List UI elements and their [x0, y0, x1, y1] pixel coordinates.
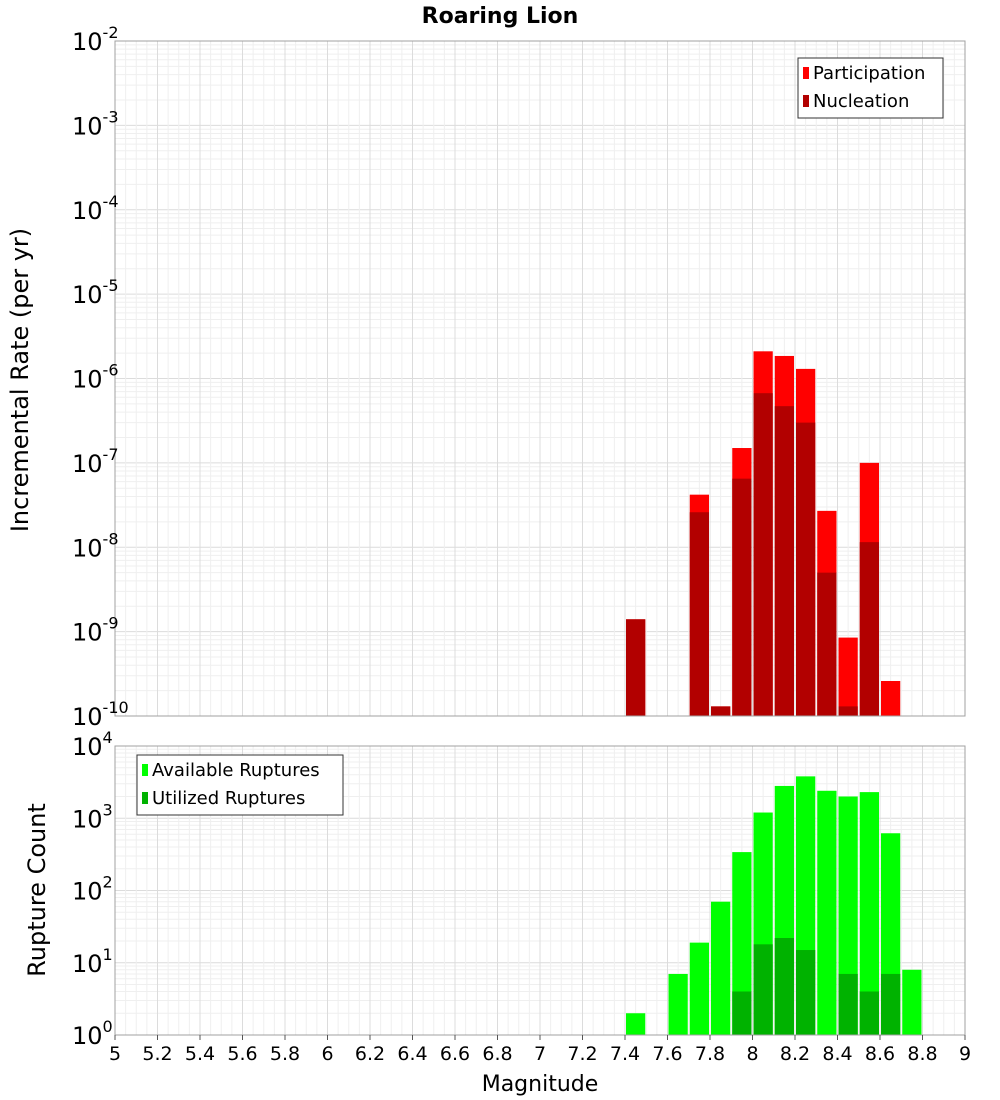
- bar-nucleation: [732, 478, 752, 716]
- y-tick-label: 10-5: [72, 276, 119, 309]
- x-tick-label: 8.2: [780, 1043, 810, 1065]
- y-tick-label: 10-10: [72, 698, 129, 731]
- x-tick-label: 8.6: [865, 1043, 895, 1065]
- y-tick-label: 100: [72, 1017, 113, 1050]
- x-tick-label: 6.4: [397, 1043, 427, 1065]
- x-tick-label: 7: [534, 1043, 546, 1065]
- x-tick-label: 5: [109, 1043, 121, 1065]
- x-tick-label: 8: [746, 1043, 758, 1065]
- legend-label: Utilized Ruptures: [152, 788, 305, 809]
- x-tick-label: 8.8: [907, 1043, 937, 1065]
- chart-title: Roaring Lion: [422, 4, 579, 29]
- plot-border: [114, 40, 966, 717]
- bar-available-ruptures: [859, 792, 879, 1035]
- y-tick-label: 10-3: [72, 107, 119, 140]
- y-tick-label: 10-9: [72, 614, 119, 647]
- bar-utilized-ruptures: [753, 944, 773, 1035]
- bar-utilized-ruptures: [796, 950, 816, 1035]
- y-tick-label: 10-7: [72, 445, 119, 478]
- bar-nucleation: [838, 706, 858, 716]
- x-tick-label: 7.8: [695, 1043, 725, 1065]
- x-tick-label: 6.8: [482, 1043, 512, 1065]
- bar-available-ruptures: [732, 852, 752, 1035]
- x-tick-label: 7.6: [652, 1043, 682, 1065]
- bar-available-ruptures: [902, 969, 922, 1035]
- x-tick-label: 5.4: [185, 1043, 215, 1065]
- x-tick-label: 5.2: [142, 1043, 172, 1065]
- legend-swatch: [803, 67, 809, 79]
- legend-label: Available Ruptures: [152, 760, 320, 781]
- top-panel-incremental-rate: 10-10 10-9 10-8 10-7 10-6 10-5 10-4 10-3 10-2 Par…: [72, 23, 966, 731]
- y-tick-label: 10-2: [72, 23, 119, 56]
- y-tick-label: 10-4: [72, 192, 119, 225]
- bar-nucleation: [859, 542, 879, 716]
- x-tick-label: 9: [959, 1043, 971, 1065]
- bar-utilized-ruptures: [732, 991, 752, 1035]
- bar-nucleation: [689, 512, 709, 716]
- bar-participation: [881, 680, 901, 716]
- bar-nucleation: [817, 572, 837, 716]
- bottom-panel-rupture-count: 100 101 102 103 104 5 5.2 5.4 5.6 5.8 6 6.2 6.4 6.6 6.…: [72, 728, 971, 1065]
- legend-label: Participation: [813, 63, 925, 84]
- y-tick-label: 102: [72, 873, 113, 906]
- top-y-axis-label: Incremental Rate (per yr): [6, 228, 34, 532]
- bar-nucleation: [753, 393, 773, 716]
- bar-nucleation: [711, 706, 731, 716]
- bar-utilized-ruptures: [859, 991, 879, 1035]
- x-tick-label: 6.2: [355, 1043, 385, 1065]
- bar-nucleation: [774, 406, 794, 716]
- bar-utilized-ruptures: [774, 938, 794, 1035]
- legend-swatch: [142, 792, 148, 804]
- y-tick-label: 101: [72, 945, 113, 978]
- legend: Participation Nucleation: [797, 57, 944, 119]
- x-tick-label: 5.8: [270, 1043, 300, 1065]
- bar-available-ruptures: [689, 942, 709, 1035]
- bar-utilized-ruptures: [838, 973, 858, 1035]
- y-tick-label: 103: [72, 800, 113, 833]
- bar-utilized-ruptures: [881, 973, 901, 1035]
- y-tick-label: 10-8: [72, 529, 119, 562]
- legend: Available Ruptures Utilized Ruptures: [136, 754, 344, 816]
- bar-available-ruptures: [817, 790, 837, 1035]
- legend-label: Nucleation: [813, 91, 909, 112]
- y-tick-label: 104: [72, 728, 113, 761]
- legend-swatch: [803, 95, 809, 107]
- y-tick-label: 10-6: [72, 361, 119, 394]
- bar-nucleation: [796, 422, 816, 716]
- legend-box: [797, 57, 944, 119]
- x-tick-label: 7.4: [610, 1043, 640, 1065]
- x-tick-label: 5.6: [227, 1043, 257, 1065]
- x-tick-label: 6.6: [440, 1043, 470, 1065]
- x-tick-label: 7.2: [567, 1043, 597, 1065]
- x-tick-label: 8.4: [822, 1043, 852, 1065]
- bar-available-ruptures: [626, 1013, 646, 1035]
- legend-box: [136, 754, 344, 816]
- bottom-y-axis-label: Rupture Count: [23, 803, 51, 977]
- bar-nucleation: [626, 619, 646, 716]
- bar-available-ruptures: [711, 901, 731, 1035]
- bar-available-ruptures: [668, 973, 688, 1035]
- x-tick-label: 6: [321, 1043, 333, 1065]
- legend-swatch: [142, 764, 148, 776]
- bar-participation: [838, 637, 858, 716]
- x-axis-label: Magnitude: [482, 1072, 599, 1097]
